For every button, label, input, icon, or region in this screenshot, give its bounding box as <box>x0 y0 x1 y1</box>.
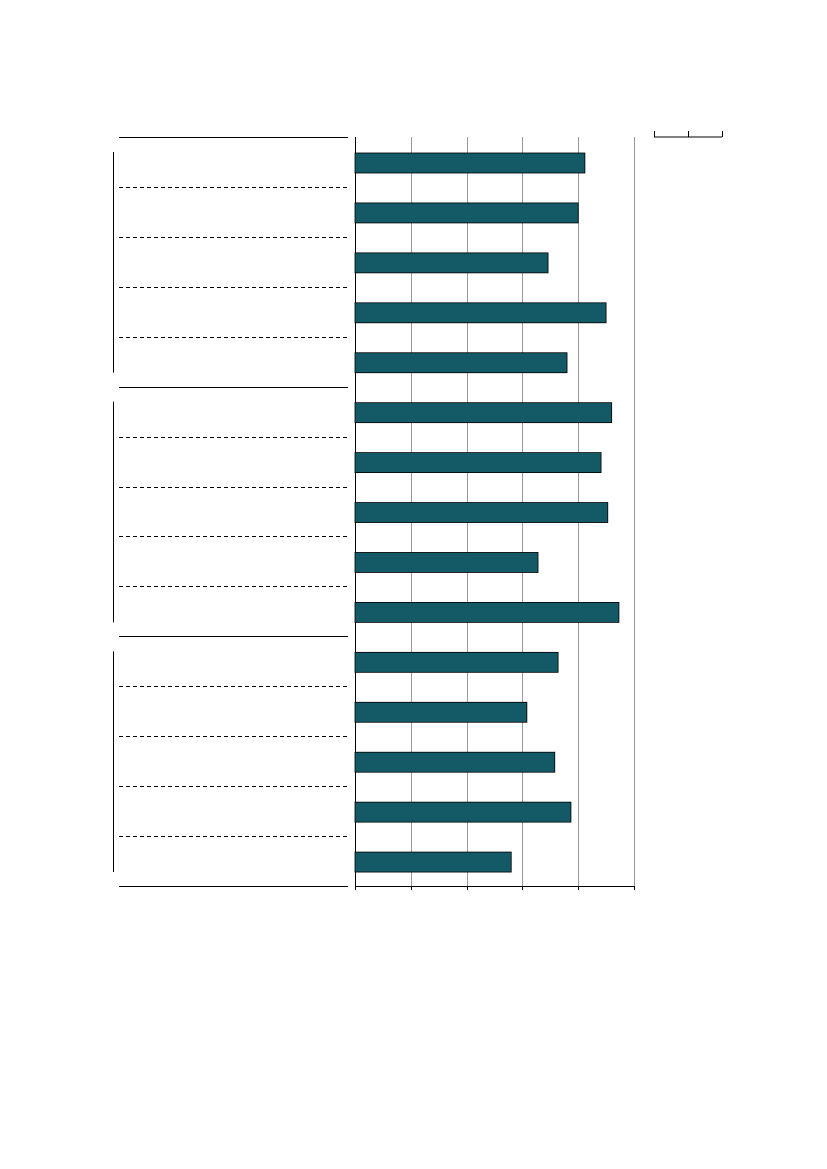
legend-box <box>654 131 723 138</box>
bar <box>354 502 609 523</box>
bar <box>354 751 556 773</box>
bar <box>354 851 512 873</box>
bar <box>354 801 572 823</box>
bar <box>354 651 559 673</box>
bar <box>354 602 620 623</box>
bar <box>354 202 579 224</box>
bar <box>354 152 586 174</box>
bar <box>354 352 568 374</box>
bar <box>354 402 613 424</box>
bar <box>354 252 549 274</box>
bar <box>354 701 528 723</box>
bar <box>354 452 602 474</box>
bar <box>354 552 539 573</box>
bar <box>354 302 607 324</box>
